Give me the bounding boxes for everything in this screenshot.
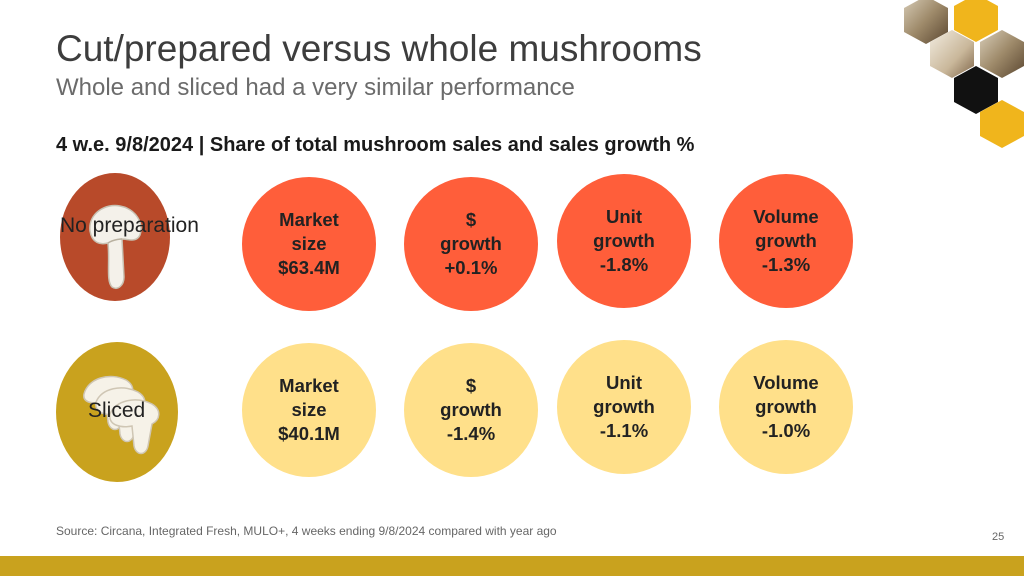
metric-value: -1.8% bbox=[599, 254, 649, 275]
row-label-sliced: Sliced bbox=[88, 399, 146, 422]
metric-value: -1.4% bbox=[446, 423, 496, 444]
metric-value: $40.1M bbox=[278, 423, 340, 444]
page-number: 25 bbox=[992, 531, 1005, 543]
metric-line: Unit bbox=[606, 206, 642, 227]
metric-line: growth bbox=[755, 230, 817, 251]
hex-gold bbox=[954, 0, 998, 42]
slide-title: Cut/prepared versus whole mushrooms bbox=[56, 28, 702, 69]
sliced-mushroom-icon bbox=[83, 375, 160, 455]
metric-value: +0.1% bbox=[444, 257, 498, 278]
metric-line: $ bbox=[465, 375, 477, 396]
dollar-growth-circle: $ growth -1.4% bbox=[404, 343, 538, 477]
hex-black bbox=[954, 66, 998, 114]
metric-line: Volume bbox=[753, 206, 819, 227]
metric-line: growth bbox=[440, 233, 502, 254]
metric-value: -1.1% bbox=[599, 420, 649, 441]
metric-line: growth bbox=[755, 396, 817, 417]
metric-line: $ bbox=[465, 209, 477, 230]
whole-mushroom-icon bbox=[89, 204, 142, 289]
slide-subtitle: Whole and sliced had a very similar perf… bbox=[56, 74, 575, 101]
metric-line: growth bbox=[440, 399, 502, 420]
metric-line: size bbox=[291, 233, 327, 254]
hex-photo bbox=[904, 0, 948, 44]
row-image-circle bbox=[60, 173, 170, 301]
bottom-band bbox=[0, 556, 1024, 576]
metric-line: growth bbox=[593, 396, 655, 417]
dollar-growth-circle: $ growth +0.1% bbox=[404, 177, 538, 311]
row-label-no-preparation: No preparation bbox=[60, 214, 199, 237]
metric-line: size bbox=[291, 399, 327, 420]
source-note: Source: Circana, Integrated Fresh, MULO+… bbox=[56, 524, 557, 538]
metric-line: growth bbox=[593, 230, 655, 251]
hex-gold bbox=[980, 100, 1024, 148]
hexagon-photo-collage-icon bbox=[904, 0, 1024, 148]
volume-growth-circle: Volume growth -1.0% bbox=[719, 340, 853, 474]
section-heading: 4 w.e. 9/8/2024 | Share of total mushroo… bbox=[56, 134, 695, 156]
row-image-circle bbox=[56, 342, 178, 482]
volume-growth-circle: Volume growth -1.3% bbox=[719, 174, 853, 308]
metric-line: Volume bbox=[753, 372, 819, 393]
hex-photo bbox=[980, 30, 1024, 78]
metric-value: -1.0% bbox=[761, 420, 811, 441]
market-size-circle: Market size $63.4M bbox=[242, 177, 376, 311]
market-size-circle: Market size $40.1M bbox=[242, 343, 376, 477]
unit-growth-circle: Unit growth -1.1% bbox=[557, 340, 691, 474]
hex-photo bbox=[930, 30, 974, 78]
metric-line: Unit bbox=[606, 372, 642, 393]
metric-value: -1.3% bbox=[761, 254, 811, 275]
metric-line: Market bbox=[279, 375, 339, 396]
unit-growth-circle: Unit growth -1.8% bbox=[557, 174, 691, 308]
metric-line: Market bbox=[279, 209, 339, 230]
metric-value: $63.4M bbox=[278, 257, 340, 278]
